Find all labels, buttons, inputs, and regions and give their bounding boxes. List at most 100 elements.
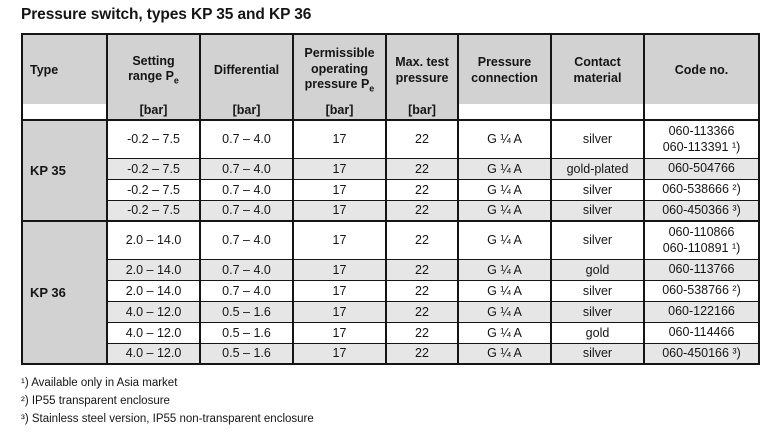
subscript-e: e — [173, 75, 179, 86]
col-header-type-label: Type — [30, 62, 59, 77]
col-header-operating-pressure: Permissible operating pressure Pe [bar] — [292, 33, 387, 121]
cell-operating-pressure: 17 — [292, 119, 387, 159]
cell-max-test-pressure: 22 — [385, 157, 459, 180]
col-header-pressure-connection: Pressure connection — [457, 33, 552, 121]
cell-setting-range: -0.2 – 7.5 — [106, 178, 201, 201]
table-row: 4.0 – 12.0 0.5 – 1.6 17 22 G ¼ A silver … — [22, 300, 760, 323]
unit-label: [bar] — [108, 104, 199, 119]
cell-pressure-connection: G ¼ A — [457, 279, 552, 302]
cell-contact-material: silver — [550, 220, 645, 260]
table-row: -0.2 – 7.5 0.7 – 4.0 17 22 G ¼ A silver … — [22, 178, 760, 201]
cell-differential: 0.7 – 4.0 — [199, 199, 294, 222]
cell-setting-range: 4.0 – 12.0 — [106, 321, 201, 344]
cell-contact-material: gold — [550, 321, 645, 344]
cell-code-no: 060-504766 — [643, 157, 760, 180]
cell-pressure-connection: G ¼ A — [457, 220, 552, 260]
cell-pressure-connection: G ¼ A — [457, 300, 552, 323]
cell-operating-pressure: 17 — [292, 157, 387, 180]
col-header-setting-range-label: Setting range P — [128, 53, 175, 84]
cell-contact-material: silver — [550, 279, 645, 302]
cell-pressure-connection: G ¼ A — [457, 199, 552, 222]
cell-differential: 0.7 – 4.0 — [199, 178, 294, 201]
cell-max-test-pressure: 22 — [385, 342, 459, 365]
cell-code-no: 060-538766 ²) — [643, 279, 760, 302]
cell-code-no: 060-113366 060-113391 ¹) — [643, 119, 760, 159]
cell-operating-pressure: 17 — [292, 258, 387, 281]
cell-operating-pressure: 17 — [292, 220, 387, 260]
col-header-code-no: Code no. — [643, 33, 760, 121]
col-header-type: Type — [21, 33, 108, 121]
cell-operating-pressure: 17 — [292, 199, 387, 222]
cell-max-test-pressure: 22 — [385, 321, 459, 344]
cell-pressure-connection: G ¼ A — [457, 119, 552, 159]
table-row: -0.2 – 7.5 0.7 – 4.0 17 22 G ¼ A silver … — [22, 199, 760, 222]
subscript-e: e — [369, 83, 375, 94]
pressure-switch-table: Type Setting range Pe [bar] Differential[… — [21, 33, 760, 365]
cell-pressure-connection: G ¼ A — [457, 178, 552, 201]
cell-contact-material: silver — [550, 342, 645, 365]
col-header-max-test-pressure-label: Max. test pressure — [395, 54, 449, 85]
cell-setting-range: 2.0 – 14.0 — [106, 220, 201, 260]
cell-contact-material: silver — [550, 119, 645, 159]
cell-max-test-pressure: 22 — [385, 119, 459, 159]
cell-operating-pressure: 17 — [292, 279, 387, 302]
cell-setting-range: 4.0 – 12.0 — [106, 300, 201, 323]
col-header-setting-range: Setting range Pe [bar] — [106, 33, 201, 121]
table-row: 2.0 – 14.0 0.7 – 4.0 17 22 G ¼ A silver … — [22, 279, 760, 302]
unit-label: [bar] — [294, 104, 385, 119]
type-cell-kp35: KP 35 — [21, 119, 108, 222]
cell-pressure-connection: G ¼ A — [457, 157, 552, 180]
cell-differential: 0.5 – 1.6 — [199, 300, 294, 323]
cell-max-test-pressure: 22 — [385, 300, 459, 323]
table-row: 4.0 – 12.0 0.5 – 1.6 17 22 G ¼ A gold 06… — [22, 321, 760, 344]
cell-max-test-pressure: 22 — [385, 220, 459, 260]
col-header-contact-material: Contact material — [550, 33, 645, 121]
table-header-row: Type Setting range Pe [bar] Differential[… — [21, 33, 760, 121]
cell-setting-range: 4.0 – 12.0 — [106, 342, 201, 365]
cell-code-no: 060-450366 ³) — [643, 199, 760, 222]
page-title: Pressure switch, types KP 35 and KP 36 — [21, 6, 312, 23]
cell-code-no: 060-110866 060-110891 ¹) — [643, 220, 760, 260]
unit-label: [bar] — [387, 104, 457, 119]
table-row: 2.0 – 14.0 0.7 – 4.0 17 22 G ¼ A gold 06… — [22, 258, 760, 281]
table-row: KP 36 2.0 – 14.0 0.7 – 4.0 17 22 G ¼ A s… — [21, 220, 760, 365]
cell-pressure-connection: G ¼ A — [457, 258, 552, 281]
footnotes: ¹) Available only in Asia market ²) IP55… — [21, 375, 778, 428]
table-row: 4.0 – 12.0 0.5 – 1.6 17 22 G ¼ A silver … — [22, 342, 760, 365]
cell-pressure-connection: G ¼ A — [457, 342, 552, 365]
col-header-differential: Differential [bar] — [199, 33, 294, 121]
col-header-operating-pressure-label: Permissible operating pressure P — [304, 46, 375, 92]
footnote-2: ²) IP55 transparent enclosure — [21, 394, 170, 407]
footnote-1: ¹) Available only in Asia market — [21, 377, 178, 389]
cell-max-test-pressure: 22 — [385, 199, 459, 222]
cell-differential: 0.7 – 4.0 — [199, 258, 294, 281]
table-row: -0.2 – 7.5 0.7 – 4.0 17 22 G ¼ A gold-pl… — [22, 157, 760, 180]
cell-differential: 0.7 – 4.0 — [199, 279, 294, 302]
unit-label: [bar] — [201, 104, 292, 119]
cell-code-no: 060-538666 ²) — [643, 178, 760, 201]
cell-contact-material: silver — [550, 199, 645, 222]
cell-code-no: 060-122166 — [643, 300, 760, 323]
cell-contact-material: silver — [550, 300, 645, 323]
col-header-code-no-label: Code no. — [674, 62, 729, 77]
cell-differential: 0.7 – 4.0 — [199, 157, 294, 180]
cell-operating-pressure: 17 — [292, 342, 387, 365]
cell-max-test-pressure: 22 — [385, 258, 459, 281]
cell-differential: 0.5 – 1.6 — [199, 342, 294, 365]
table-row: KP 35 -0.2 – 7.5 0.7 – 4.0 17 22 G ¼ A s… — [21, 119, 760, 222]
footnote-3: ³) Stainless steel version, IP55 non-tra… — [21, 412, 314, 425]
cell-pressure-connection: G ¼ A — [457, 321, 552, 344]
cell-setting-range: -0.2 – 7.5 — [106, 199, 201, 222]
cell-contact-material: silver — [550, 178, 645, 201]
cell-differential: 0.5 – 1.6 — [199, 321, 294, 344]
cell-contact-material: gold-plated — [550, 157, 645, 180]
cell-max-test-pressure: 22 — [385, 178, 459, 201]
cell-setting-range: -0.2 – 7.5 — [106, 157, 201, 180]
cell-setting-range: -0.2 – 7.5 — [106, 119, 201, 159]
cell-differential: 0.7 – 4.0 — [199, 220, 294, 260]
cell-contact-material: gold — [550, 258, 645, 281]
col-header-contact-material-label: Contact material — [573, 54, 622, 85]
cell-max-test-pressure: 22 — [385, 279, 459, 302]
cell-code-no: 060-114466 — [643, 321, 760, 344]
cell-setting-range: 2.0 – 14.0 — [106, 279, 201, 302]
